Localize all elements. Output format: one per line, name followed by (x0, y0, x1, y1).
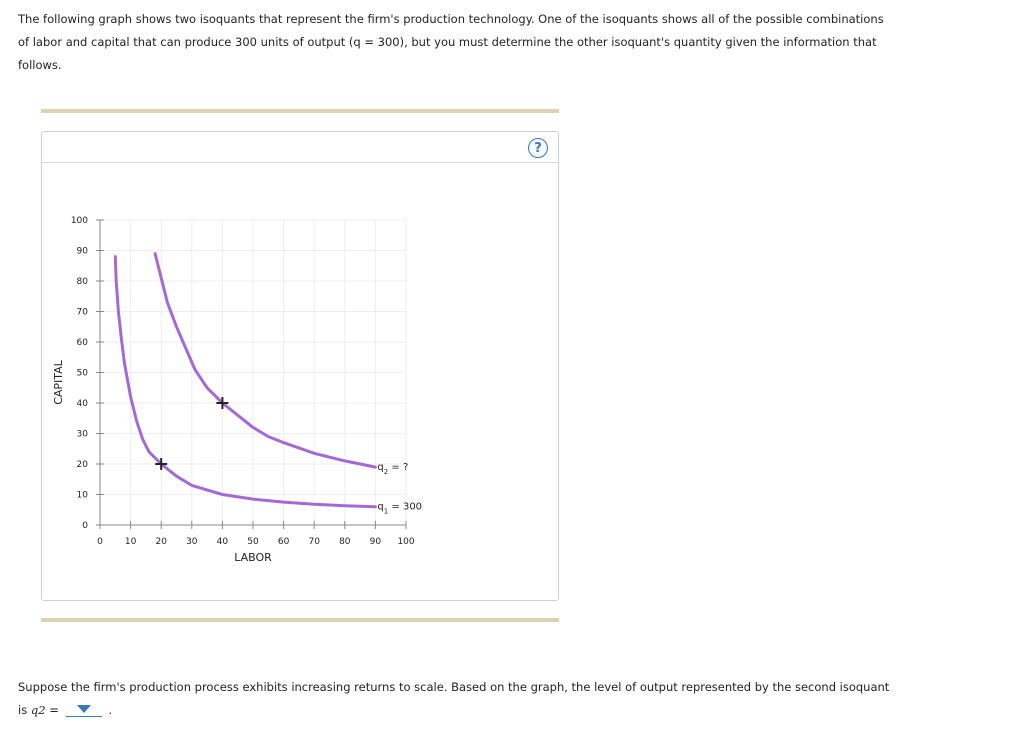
x-tick-label: 90 (370, 537, 382, 547)
isoquant-label-1: q1 = 300 (377, 502, 422, 516)
intro-line-1: The following graph shows two isoquants … (18, 12, 884, 26)
help-icon[interactable]: ? (528, 138, 548, 158)
y-tick-label: 70 (77, 308, 89, 318)
isoquant-label-2: q2 = ? (377, 462, 408, 476)
isoquant-chart: 0 10 20 30 40 50 60 70 80 90 100 0 10 20 30 40 50 60 70 80 9… (52, 216, 422, 564)
y-tick-label: 100 (71, 216, 88, 226)
y-tick-label: 30 (77, 430, 89, 440)
y-tick-label: 80 (77, 277, 89, 287)
intro-line-2: of labor and capital that can produce 30… (18, 35, 877, 49)
y-tick-label: 0 (82, 521, 88, 531)
question-text: Suppose the firm's production process ex… (18, 680, 890, 694)
x-tick-label: 0 (97, 537, 103, 547)
x-tick-label: 70 (308, 537, 320, 547)
q2-variable: q2 (30, 703, 46, 717)
chevron-down-icon (77, 705, 92, 713)
y-tick-label: 60 (77, 338, 89, 348)
x-tick-label: 10 (125, 537, 137, 547)
isoquant-line-1 (113, 255, 377, 509)
equals-sign: = (49, 703, 59, 717)
period: . (108, 703, 113, 717)
x-tick-label: 50 (247, 537, 259, 547)
intro-line-3: follows. (18, 58, 62, 72)
x-axis-label: LABOR (234, 551, 272, 564)
panel-header-divider (42, 162, 558, 163)
x-tick-label: 100 (397, 537, 414, 547)
y-tick-label: 20 (77, 460, 89, 470)
is-label: is (18, 703, 28, 717)
intro-text: The following graph shows two isoquants … (18, 8, 1008, 77)
bottom-divider (41, 618, 559, 622)
isoquant-line-2 (153, 252, 377, 469)
y-tick-label: 50 (77, 369, 89, 379)
question-block: Suppose the firm's production process ex… (18, 676, 1008, 722)
x-tick-label: 40 (217, 537, 229, 547)
answer-line: is q2 = . (18, 699, 1008, 722)
q2-answer-dropdown[interactable] (66, 702, 103, 717)
x-tick-label: 60 (278, 537, 290, 547)
graph-panel: ? 0 10 20 30 40 50 60 70 80 90 100 0 10 20 30 40 50 60 70 8… (41, 131, 559, 601)
y-axis-label: CAPITAL (52, 359, 65, 404)
x-tick-label: 30 (186, 537, 198, 547)
y-tick-label: 40 (77, 399, 89, 409)
x-tick-label: 20 (155, 537, 167, 547)
y-tick-label: 10 (77, 491, 89, 501)
y-tick-label: 90 (77, 247, 89, 257)
x-tick-label: 80 (339, 537, 351, 547)
top-divider (41, 109, 559, 113)
